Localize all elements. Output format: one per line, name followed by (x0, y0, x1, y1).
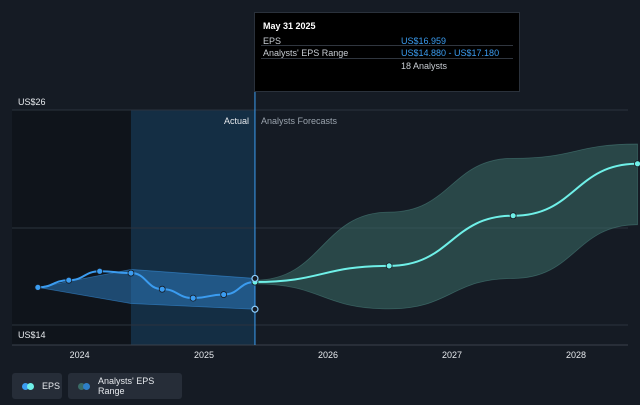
tooltip-divider (261, 58, 513, 59)
swatch-dot (78, 382, 85, 390)
y-bottom-label: US$14 (18, 330, 46, 340)
tooltip-date: May 31 2025 (263, 21, 316, 31)
tooltip: May 31 2025 EPS US$16.959 Analysts' EPS … (254, 12, 520, 92)
data-point (96, 267, 104, 275)
data-point (34, 283, 42, 291)
range-swatch-icon (78, 382, 90, 390)
tooltip-row-eps: EPS US$16.959 (263, 36, 511, 50)
legend-eps[interactable]: EPS (12, 373, 62, 399)
y-top-label: US$26 (18, 97, 46, 107)
series-lines (37, 162, 638, 300)
swatch-dot (27, 382, 34, 390)
forecast-label: Analysts Forecasts (261, 116, 338, 126)
range-marker (251, 305, 259, 313)
x-tick-label: 2028 (566, 350, 586, 360)
x-tick-label: 2026 (318, 350, 338, 360)
range-area (254, 143, 638, 310)
legend-eps-label: EPS (42, 381, 61, 391)
data-point (634, 160, 640, 168)
legend-range-label: Analysts' EPS Range (98, 376, 155, 396)
swatch-dot (22, 382, 29, 390)
series-line (37, 270, 256, 300)
range-marker (251, 274, 259, 283)
actual-label: Actual (224, 116, 249, 126)
x-tick-label: 2027 (442, 350, 462, 360)
x-tick-label: 2025 (194, 350, 214, 360)
swatch-dot (83, 382, 90, 390)
data-point (220, 291, 228, 298)
tooltip-eps-label: EPS (263, 36, 282, 46)
x-tick-label: 2024 (70, 350, 90, 360)
data-point (385, 262, 393, 270)
data-point (158, 285, 166, 293)
data-point (127, 269, 135, 277)
legend-eps-range[interactable]: Analysts' EPS Range (68, 373, 182, 399)
data-point (189, 294, 197, 302)
data-point (509, 212, 517, 220)
data-point (65, 276, 73, 284)
tooltip-row-range: Analysts' EPS Range US$14.880 - US$17.18… (263, 48, 511, 62)
eps-swatch-icon (22, 382, 34, 390)
tooltip-range-label: Analysts' EPS Range (263, 48, 349, 58)
tooltip-range-value: US$14.880 - US$17.180 (401, 48, 500, 58)
x-axis-ticks: 2024 2025 2026 2027 2028 (70, 350, 586, 360)
series-points (34, 160, 640, 313)
tooltip-analysts: 18 Analysts (401, 61, 448, 71)
series-line (254, 162, 638, 283)
tooltip-divider (261, 45, 513, 46)
tooltip-eps-value: US$16.959 (401, 36, 447, 46)
